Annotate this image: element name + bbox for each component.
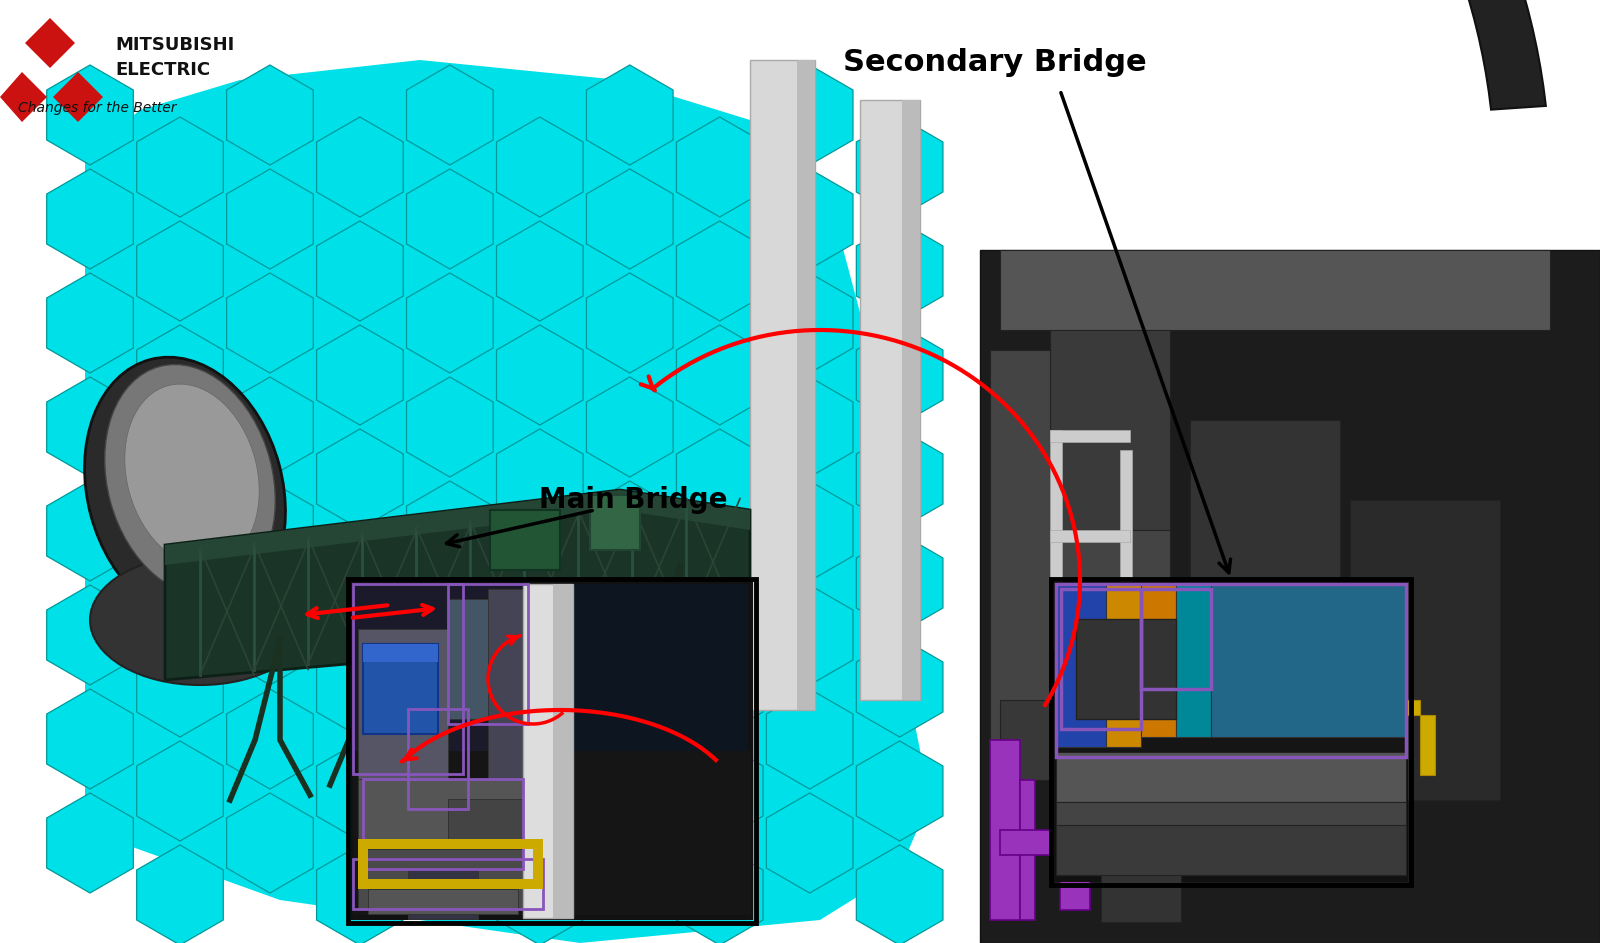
Polygon shape xyxy=(53,72,102,122)
Bar xyxy=(554,584,573,918)
Bar xyxy=(363,644,438,662)
Bar xyxy=(990,740,1021,920)
Bar xyxy=(1000,700,1400,780)
Bar xyxy=(1056,825,1406,875)
Bar xyxy=(408,869,478,919)
Bar xyxy=(354,584,462,774)
Bar xyxy=(350,582,754,920)
Bar xyxy=(488,589,538,789)
Polygon shape xyxy=(0,72,46,122)
Bar xyxy=(1021,780,1035,920)
Bar xyxy=(1059,760,1090,910)
Text: ELECTRIC: ELECTRIC xyxy=(115,61,210,79)
Bar xyxy=(368,889,518,914)
Bar xyxy=(1056,584,1106,747)
Bar xyxy=(1150,715,1165,795)
Bar xyxy=(1050,430,1130,442)
Polygon shape xyxy=(165,490,750,680)
Polygon shape xyxy=(26,18,75,68)
Bar xyxy=(1211,584,1406,737)
Bar xyxy=(990,350,1170,750)
Bar xyxy=(1000,830,1299,855)
Bar xyxy=(1101,842,1181,922)
Bar xyxy=(1176,584,1211,737)
Polygon shape xyxy=(85,60,930,943)
Bar xyxy=(1050,530,1130,542)
Bar xyxy=(1120,450,1133,650)
Bar xyxy=(1056,732,1406,877)
Bar xyxy=(448,584,528,724)
Bar xyxy=(1320,715,1334,775)
Bar xyxy=(1141,584,1176,737)
Bar xyxy=(408,709,467,809)
Bar xyxy=(1101,800,1299,830)
Bar xyxy=(523,584,573,918)
Bar xyxy=(358,629,448,789)
Bar xyxy=(1200,715,1214,795)
Bar xyxy=(1000,250,1550,330)
Bar xyxy=(1051,579,1411,885)
Bar xyxy=(448,799,547,899)
Bar xyxy=(1054,582,1408,882)
Bar xyxy=(349,579,757,923)
Bar xyxy=(358,839,368,889)
Bar xyxy=(358,779,538,839)
Bar xyxy=(1056,802,1406,842)
Bar xyxy=(902,100,920,700)
Bar xyxy=(1056,752,1406,802)
Bar xyxy=(590,495,640,550)
Bar xyxy=(1075,619,1176,719)
Bar xyxy=(363,644,438,734)
Bar xyxy=(552,584,749,756)
Text: Main Bridge: Main Bridge xyxy=(539,486,728,514)
Text: Changes for the Better: Changes for the Better xyxy=(18,101,176,115)
Bar xyxy=(1190,420,1341,770)
Bar xyxy=(797,60,814,710)
Bar xyxy=(448,599,488,719)
Bar xyxy=(354,859,542,909)
Bar xyxy=(750,60,814,710)
Polygon shape xyxy=(165,490,750,565)
Bar xyxy=(1106,584,1141,747)
Bar xyxy=(1056,584,1406,737)
Bar xyxy=(1350,500,1501,800)
Bar xyxy=(1320,700,1421,715)
Bar xyxy=(354,584,557,756)
Text: Secondary Bridge: Secondary Bridge xyxy=(843,47,1147,76)
Bar xyxy=(1056,584,1406,757)
Ellipse shape xyxy=(104,365,275,595)
Bar xyxy=(1050,330,1170,530)
Text: MITSUBISHI: MITSUBISHI xyxy=(115,36,234,54)
Ellipse shape xyxy=(90,555,310,685)
Bar xyxy=(358,879,538,889)
Bar xyxy=(1061,589,1141,729)
Polygon shape xyxy=(0,0,1546,109)
Ellipse shape xyxy=(85,357,285,622)
Bar xyxy=(358,839,538,849)
Bar xyxy=(490,510,560,570)
Bar xyxy=(363,779,523,869)
Bar xyxy=(358,849,558,909)
Bar xyxy=(1050,630,1130,642)
Bar xyxy=(354,751,750,915)
Bar xyxy=(861,100,920,700)
Bar xyxy=(1141,589,1211,689)
Bar xyxy=(1150,700,1270,715)
Bar xyxy=(979,250,1600,943)
Bar xyxy=(1050,430,1062,650)
Bar xyxy=(533,839,542,889)
Bar xyxy=(1421,715,1435,775)
Ellipse shape xyxy=(125,384,259,566)
